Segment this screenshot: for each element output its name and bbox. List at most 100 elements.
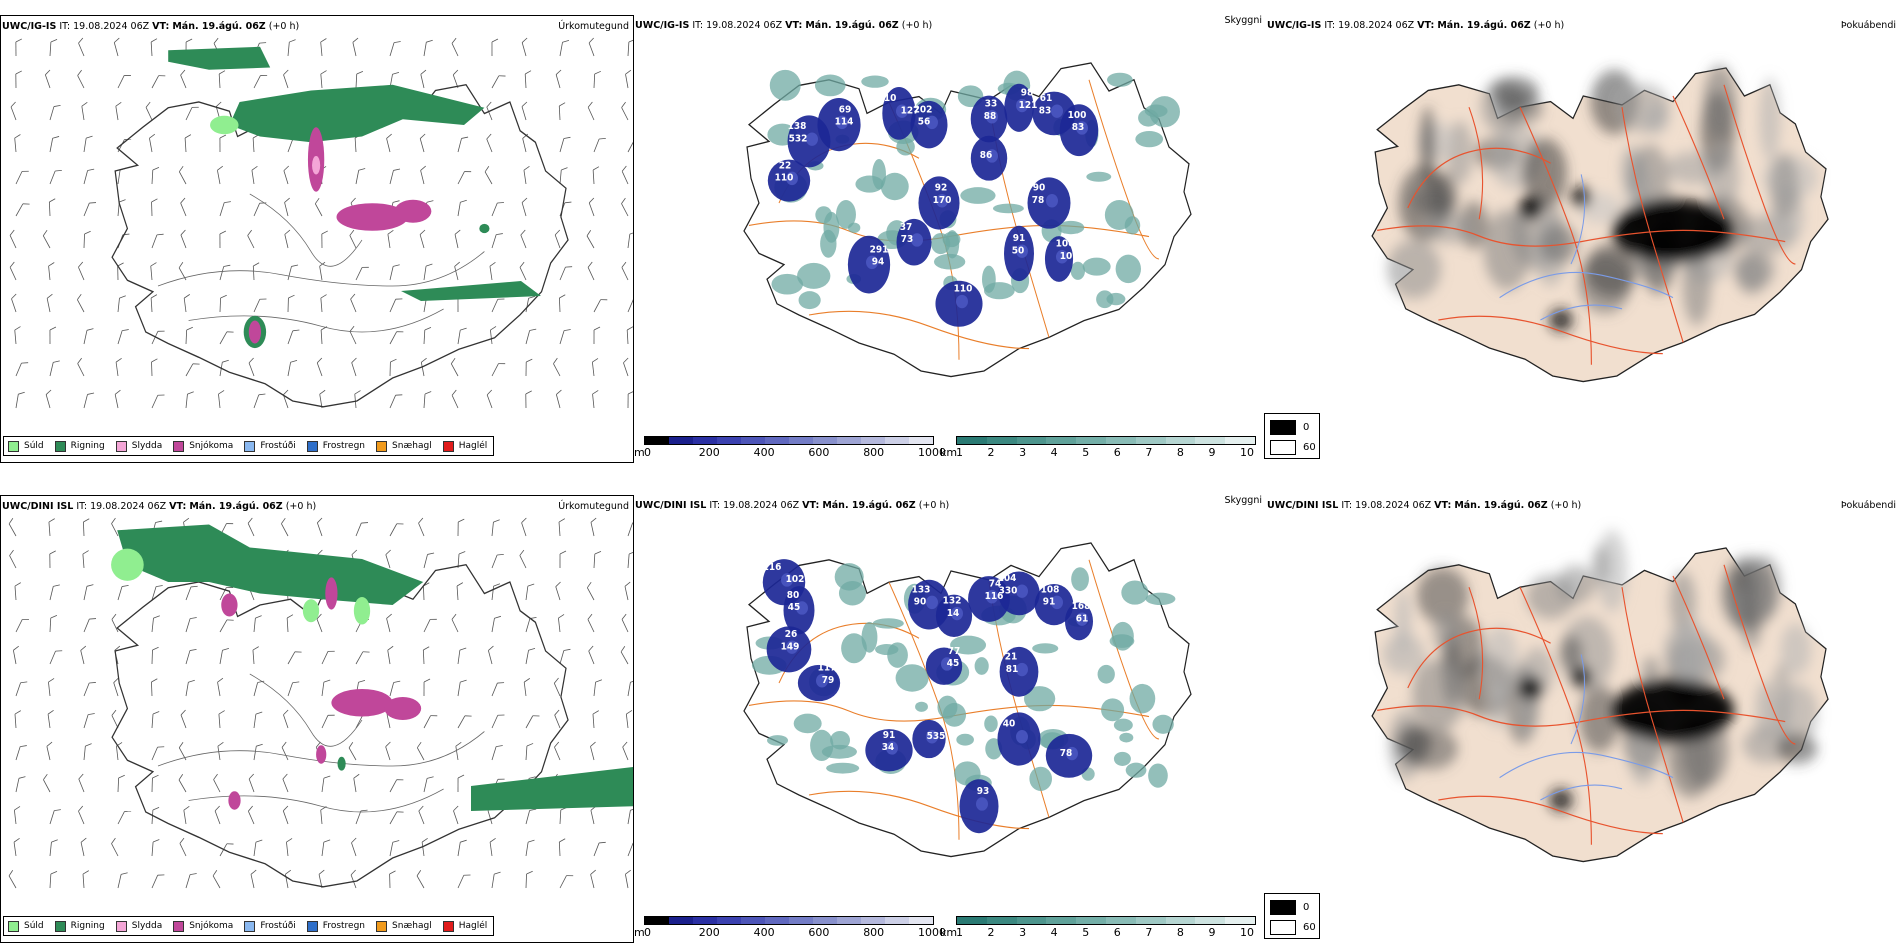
- wind-barb: [15, 681, 28, 697]
- wind-barb-flag: [494, 871, 501, 875]
- visibility-panel-top: UWC/IG-IS IT: 19.08.2024 06Z VT: Mán. 19…: [634, 15, 1266, 463]
- wind-barb-flag: [529, 328, 537, 331]
- wind-barb-flag: [218, 390, 225, 395]
- wind-barb: [281, 741, 289, 761]
- cloud-base-label: 330: [999, 585, 1018, 597]
- wind-barb-flag: [318, 869, 325, 875]
- fog-index-area: [1491, 77, 1539, 109]
- wind-barb-flag: [362, 651, 370, 653]
- river: [1540, 784, 1623, 801]
- wind-barb: [593, 70, 601, 89]
- wind-barb-staff: [12, 650, 17, 665]
- wind-barb: [491, 202, 505, 217]
- wind-barb-staff: [145, 107, 153, 121]
- colorbar-segment: [669, 917, 693, 924]
- colorbar-segment: [1046, 437, 1077, 444]
- wind-barb-flag: [523, 678, 530, 683]
- wind-barb-staff: [219, 297, 221, 313]
- wind-barb-flag: [456, 582, 464, 587]
- colorbar-segment: [1195, 437, 1226, 444]
- wind-barb: [457, 199, 467, 217]
- wind-barb: [42, 229, 51, 249]
- wind-barb-staff: [553, 363, 561, 377]
- wind-barb: [419, 133, 426, 153]
- wind-barb-staff: [248, 778, 255, 793]
- wind-barb: [525, 390, 532, 409]
- wind-barb-staff: [349, 331, 357, 345]
- colorbar-tick-label: 600: [808, 446, 830, 459]
- wind-barb-flag: [390, 358, 397, 363]
- wind-barb-flag: [13, 838, 20, 843]
- wind-barb: [113, 677, 119, 697]
- wind-barb: [83, 202, 97, 217]
- legend-label: Frostúði: [260, 921, 296, 931]
- wind-barb-flag: [119, 295, 126, 299]
- cloud-base-label: 117: [818, 662, 837, 674]
- road: [1088, 79, 1160, 260]
- wind-barb: [348, 742, 357, 761]
- wind-barb-staff: [287, 266, 292, 281]
- low-visibility-area: [1097, 664, 1115, 684]
- colorbar-segment: [1076, 917, 1106, 924]
- wind-barb-flag: [528, 296, 536, 299]
- fog-index-area: [1556, 565, 1596, 605]
- wind-barb-flag: [396, 811, 404, 813]
- colorbar-tick-label: 8: [1176, 446, 1184, 459]
- wind-barb: [248, 805, 255, 825]
- wind-barb-staff: [423, 266, 427, 281]
- wind-barb-flag: [53, 584, 60, 587]
- wind-barb: [151, 394, 165, 409]
- wind-barb-staff: [491, 715, 499, 729]
- wind-barb: [77, 293, 85, 313]
- wind-barb-flag: [461, 136, 469, 139]
- wind-barb-flag: [226, 619, 234, 621]
- cloud-base-area: [941, 657, 953, 671]
- wind-barb-flag: [284, 229, 291, 235]
- wind-barb-staff: [78, 266, 85, 281]
- wind-barb-staff: [80, 842, 85, 857]
- colorbar-unit: km: [940, 446, 958, 459]
- wind-barb-flag: [178, 774, 184, 781]
- wind-barb-staff: [49, 362, 54, 377]
- wind-barb-flag: [418, 517, 424, 524]
- low-visibility-area: [956, 733, 974, 746]
- wind-barb-flag: [590, 517, 597, 523]
- wind-barb: [521, 37, 528, 57]
- wind-barb: [46, 741, 53, 761]
- cloud-base-area: [956, 294, 968, 309]
- fog-index-area: [1770, 153, 1799, 220]
- visibility-title: Skyggni: [1224, 15, 1262, 26]
- wind-barb-staff: [219, 650, 223, 665]
- wind-barb-flag: [425, 263, 433, 267]
- wind-barb-flag: [247, 229, 252, 236]
- wind-barb: [559, 136, 571, 153]
- fog-panel-top: UWC/IG-IS IT: 19.08.2024 06Z VT: Mán. 19…: [1266, 15, 1900, 463]
- wind-barb: [14, 326, 21, 345]
- wind-barb-staff: [489, 842, 493, 857]
- wind-barb: [46, 293, 53, 313]
- wind-barb-flag: [621, 261, 627, 268]
- wind-barb-staff: [588, 202, 595, 217]
- wind-barb-staff: [590, 522, 595, 537]
- wind-barb-staff: [525, 298, 529, 313]
- wind-barb-staff: [13, 842, 17, 857]
- wind-barb-staff: [348, 747, 357, 761]
- wind-barb-flag: [122, 329, 129, 332]
- wind-barb: [80, 837, 87, 857]
- wind-barb-flag: [423, 646, 430, 651]
- wind-barb: [355, 651, 370, 665]
- wind-barb-flag: [317, 517, 323, 524]
- wind-barb-flag: [282, 773, 288, 780]
- wind-barb-flag: [259, 202, 267, 204]
- low-visibility-area: [841, 633, 867, 664]
- low-visibility-area: [1101, 698, 1125, 722]
- wind-barb-staff: [179, 843, 187, 857]
- wind-barb: [625, 710, 633, 729]
- wind-barb-flag: [18, 776, 26, 779]
- wind-barb-flag: [14, 134, 21, 139]
- wind-barb-flag: [77, 357, 82, 364]
- wind-barb-staff: [81, 106, 85, 121]
- precip-type-panel-bottom: UWC/DINI ISL IT: 19.08.2024 06Z VT: Mán.…: [0, 495, 634, 943]
- wind-barb-flag: [592, 710, 599, 715]
